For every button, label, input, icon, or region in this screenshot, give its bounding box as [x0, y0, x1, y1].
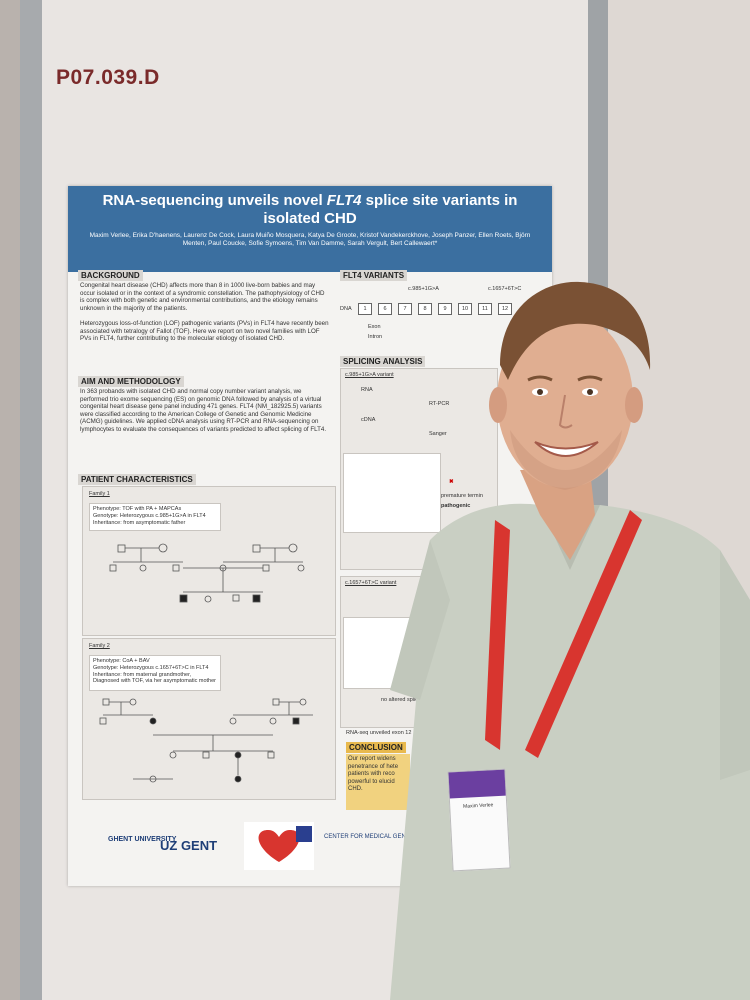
exon-1: 1 — [358, 303, 372, 315]
background-text: Congenital heart disease (CHD) affects m… — [80, 282, 325, 312]
family2-inheritance: Inheritance: from maternal grandmother, … — [93, 672, 216, 684]
family1-genotype: Genotype: Heterozygous c.985+1G>A in FLT… — [93, 513, 206, 519]
sanger-label: Sanger — [429, 431, 447, 437]
background-text-2: Heterozygous loss-of-function (LOF) path… — [80, 320, 329, 343]
badge-header — [448, 769, 506, 799]
family1-label: Family 1 — [89, 491, 110, 497]
cdna-label: cDNA — [361, 417, 376, 423]
presenter-photo — [390, 281, 750, 1000]
chromatogram-1 — [343, 453, 441, 533]
heart-icon — [258, 826, 312, 862]
poster-authors: Maxim Verlee, Erika D'haenens, Laurenz D… — [89, 232, 531, 247]
stop-mark: ✖ — [449, 479, 454, 485]
dna-label: DNA — [340, 306, 352, 312]
splice1-label: c.985+1G>A variant — [345, 372, 394, 378]
exon-11: 11 — [478, 303, 492, 315]
exon-9: 9 — [438, 303, 452, 315]
exon-8: 8 — [418, 303, 432, 315]
patient-heading: PATIENT CHARACTERISTICS — [78, 474, 196, 485]
no-altered-label: no altered splic — [381, 697, 418, 703]
exon-6: 6 — [378, 303, 392, 315]
poster-header: RNA-sequencing unveils novel FLT4 splice… — [68, 186, 552, 272]
rnaseq-label: RNA-seq unveiled exon 12 — [346, 730, 412, 736]
family1-phenotype: Phenotype: TOF with PA + MAPCAs — [93, 506, 182, 512]
family2-panel: Family 2 Phenotype: CoA + BAV Genotype: … — [82, 638, 336, 800]
rtpcr-label: RT-PCR — [429, 401, 450, 407]
exon-row: 1 6 7 8 9 10 11 12 — [358, 303, 512, 315]
conclusion-layer: CONCLUSION Our report widens penetrance … — [68, 186, 552, 886]
intron-legend: Intron — [368, 334, 383, 340]
lanyard-right — [525, 510, 642, 758]
cmg-logo: CENTER FOR MEDICAL GENETICS GHENT — [324, 834, 447, 840]
conclusion-heading: CONCLUSION — [346, 742, 406, 753]
exon-legend: Exon — [368, 324, 381, 330]
splicing-heading: SPLICING ANALYSIS — [340, 356, 426, 367]
exon-10: 10 — [458, 303, 472, 315]
splice2-label: c.1657+6T>C variant — [345, 580, 397, 586]
family1-info: Phenotype: TOF with PA + MAPCAs Genotype… — [89, 503, 221, 531]
heart-logo — [244, 822, 314, 870]
pathogenic-label: pathogenic — [441, 503, 471, 509]
board-frame-left — [20, 0, 42, 1000]
name-badge: Maxim Verlee — [447, 768, 511, 872]
family2-genotype: Genotype: Heterozygous c.1657+6T>C in FL… — [93, 665, 209, 671]
ghent-university-logo: GHENT UNIVERSITY — [108, 836, 177, 843]
uz-gent-logo: UZ GENT — [160, 838, 218, 853]
aim-heading: AIM AND METHODOLOGY — [78, 376, 184, 387]
variant2-label: c.1657+6T>C — [488, 286, 522, 292]
rna-label: RNA — [361, 387, 373, 393]
poster-title: RNA-sequencing unveils novel FLT4 splice… — [102, 192, 518, 227]
lanyard-left — [485, 520, 510, 750]
family2-info: Phenotype: CoA + BAV Genotype: Heterozyg… — [89, 655, 221, 691]
exon-12: 12 — [498, 303, 512, 315]
premature-label: premature termin — [441, 493, 483, 499]
badge-name: Maxim Verlee — [462, 802, 494, 810]
variants-heading: FLT4 VARIANTS — [340, 270, 408, 281]
aim-text: In 363 probands with isolated CHD and no… — [80, 388, 327, 433]
variant1-label: c.985+1G>A — [408, 286, 439, 292]
logo-strip: GHENT UNIVERSITY UZ GENT CENTER FOR MEDI… — [68, 816, 552, 886]
conclusion-text: Our report widens penetrance of hete pat… — [346, 754, 410, 810]
exon-7: 7 — [398, 303, 412, 315]
family2-label: Family 2 — [89, 643, 110, 649]
family2-phenotype: Phenotype: CoA + BAV — [93, 658, 150, 664]
background-heading: BACKGROUND — [78, 270, 143, 281]
family1-pedigree — [109, 543, 305, 603]
family1-inheritance: Inheritance: from asymptomatic father — [93, 520, 186, 526]
family1-panel: Family 1 Phenotype: TOF with PA + MAPCAs… — [82, 486, 336, 636]
family2-pedigree — [99, 698, 313, 783]
board-id: P07.039.D — [56, 66, 160, 89]
